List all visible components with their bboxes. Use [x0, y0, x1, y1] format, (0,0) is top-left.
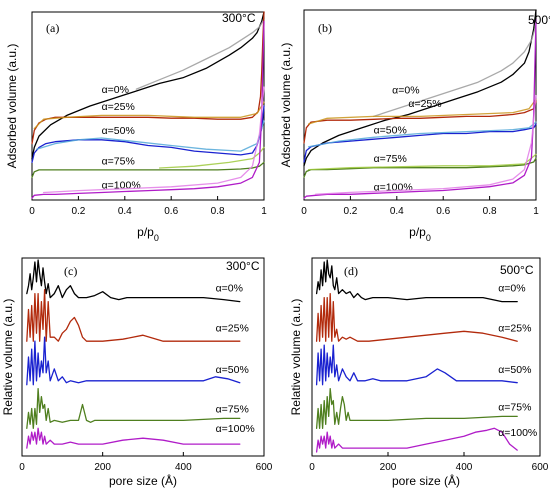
panel-label: (d) — [344, 264, 358, 278]
series-line — [315, 344, 518, 386]
series-line — [315, 259, 518, 303]
series-label: α=75% — [498, 401, 531, 413]
temperature-label: 500°C — [528, 13, 550, 27]
series-label: α=50% — [498, 364, 531, 376]
temperature-label: 300°C — [226, 259, 260, 273]
x-tick-label: 0.6 — [164, 206, 178, 217]
x-tick-label: 200 — [94, 462, 111, 473]
x-tick-label: 1 — [533, 206, 539, 217]
panel-label: (a) — [46, 21, 59, 35]
series-line — [26, 289, 241, 342]
y-axis-title: Adsorbed volume (a.u.) — [5, 44, 19, 169]
temperature-label: 500°C — [500, 263, 534, 277]
series-line — [31, 20, 265, 199]
temperature-label: 300°C — [222, 11, 256, 25]
x-tick-label: 0.6 — [436, 206, 450, 217]
x-tick-label: 600 — [532, 462, 549, 473]
series-line — [31, 11, 265, 145]
plot-frame — [21, 257, 265, 457]
series-line — [303, 18, 537, 199]
panel-label: (c) — [64, 264, 77, 278]
series-label: α=25% — [498, 322, 531, 334]
series-line — [31, 161, 265, 179]
x-tick-label: 0.4 — [118, 206, 132, 217]
series-label: α=25% — [216, 322, 249, 334]
x-axis-title: p/p0 — [137, 225, 159, 243]
series-line-desorption — [307, 121, 537, 148]
series-line — [315, 427, 518, 453]
x-tick-label: 0.8 — [483, 206, 497, 217]
plot-frame — [311, 257, 541, 457]
series-label: α=0% — [392, 85, 419, 97]
series-label: α=25% — [102, 101, 135, 113]
x-tick-label: 0 — [19, 462, 25, 473]
series-line — [315, 292, 518, 342]
series-label: α=75% — [216, 403, 249, 415]
series-label: α=25% — [408, 98, 441, 110]
x-tick-label: 0.2 — [71, 206, 85, 217]
plot-frame — [31, 11, 265, 201]
series-label: α=50% — [216, 364, 249, 376]
series-line — [26, 336, 241, 386]
x-tick-label: 0.2 — [343, 206, 357, 217]
panel-label: (b) — [318, 21, 332, 35]
x-tick-label: 200 — [380, 462, 397, 473]
series-line — [315, 388, 518, 429]
x-tick-label: 1 — [261, 206, 267, 217]
series-line — [31, 105, 265, 164]
series-label: α=50% — [374, 125, 407, 137]
x-tick-label: 0 — [29, 206, 35, 217]
x-tick-label: 0 — [301, 206, 307, 217]
series-label: α=100% — [216, 423, 255, 435]
series-line-desorption — [35, 120, 265, 152]
y-axis-title: Relative volume (a.u.) — [289, 299, 303, 416]
x-tick-label: 400 — [175, 462, 192, 473]
series-label: α=0% — [216, 283, 243, 295]
series-label: α=75% — [374, 153, 407, 165]
x-tick-label: 0 — [309, 462, 315, 473]
series-line — [26, 259, 241, 303]
x-axis-title: pore size (Å) — [109, 473, 177, 488]
panel-c-pore-size-300c: 0 200 400 600 α=0% α=25% α=50% α=75% α=100% (c) 30… — [1, 257, 273, 488]
plot-frame — [303, 9, 537, 201]
series-line-desorption — [42, 86, 265, 194]
series-line-desorption — [33, 101, 265, 130]
y-axis-title: Adsorbed volume (a.u.) — [279, 43, 293, 168]
series-label: α=75% — [102, 155, 135, 167]
x-tick-label: 0.8 — [211, 206, 225, 217]
x-tick-label: 600 — [256, 462, 273, 473]
series-line-desorption — [307, 153, 537, 171]
series-label: α=0% — [498, 283, 525, 295]
series-line — [26, 427, 241, 449]
panel-a-isotherm-300c: 0 0.2 0.4 0.6 0.8 1α=0%α=25%α=50%α=75%α=100%(… — [5, 11, 267, 243]
panel-d-pore-size-500c: 0 200 400 600 α=0% α=25% α=50% α=75% α=100% (d) 50… — [289, 257, 549, 488]
series-line — [31, 11, 265, 160]
series-line-desorption — [158, 146, 265, 169]
x-tick-label: 400 — [456, 462, 473, 473]
series-line-desorption — [135, 18, 265, 90]
panel-b-isotherm-500c: 0 0.2 0.4 0.6 0.8 1α=0%α=25%α=50%α=75%α=100%(… — [279, 9, 550, 243]
x-axis-title: pore size (Å) — [392, 473, 460, 488]
series-line-desorption — [372, 24, 537, 118]
x-axis-title: p/p0 — [409, 225, 431, 243]
series-label: α=0% — [102, 84, 129, 96]
x-tick-label: 0.4 — [390, 206, 404, 217]
series-line-desorption — [307, 98, 537, 125]
series-line-desorption — [314, 94, 537, 195]
series-line — [26, 388, 241, 429]
y-axis-title: Relative volume (a.u.) — [1, 299, 15, 416]
series-label: α=100% — [498, 427, 537, 439]
series-label: α=50% — [102, 125, 135, 137]
